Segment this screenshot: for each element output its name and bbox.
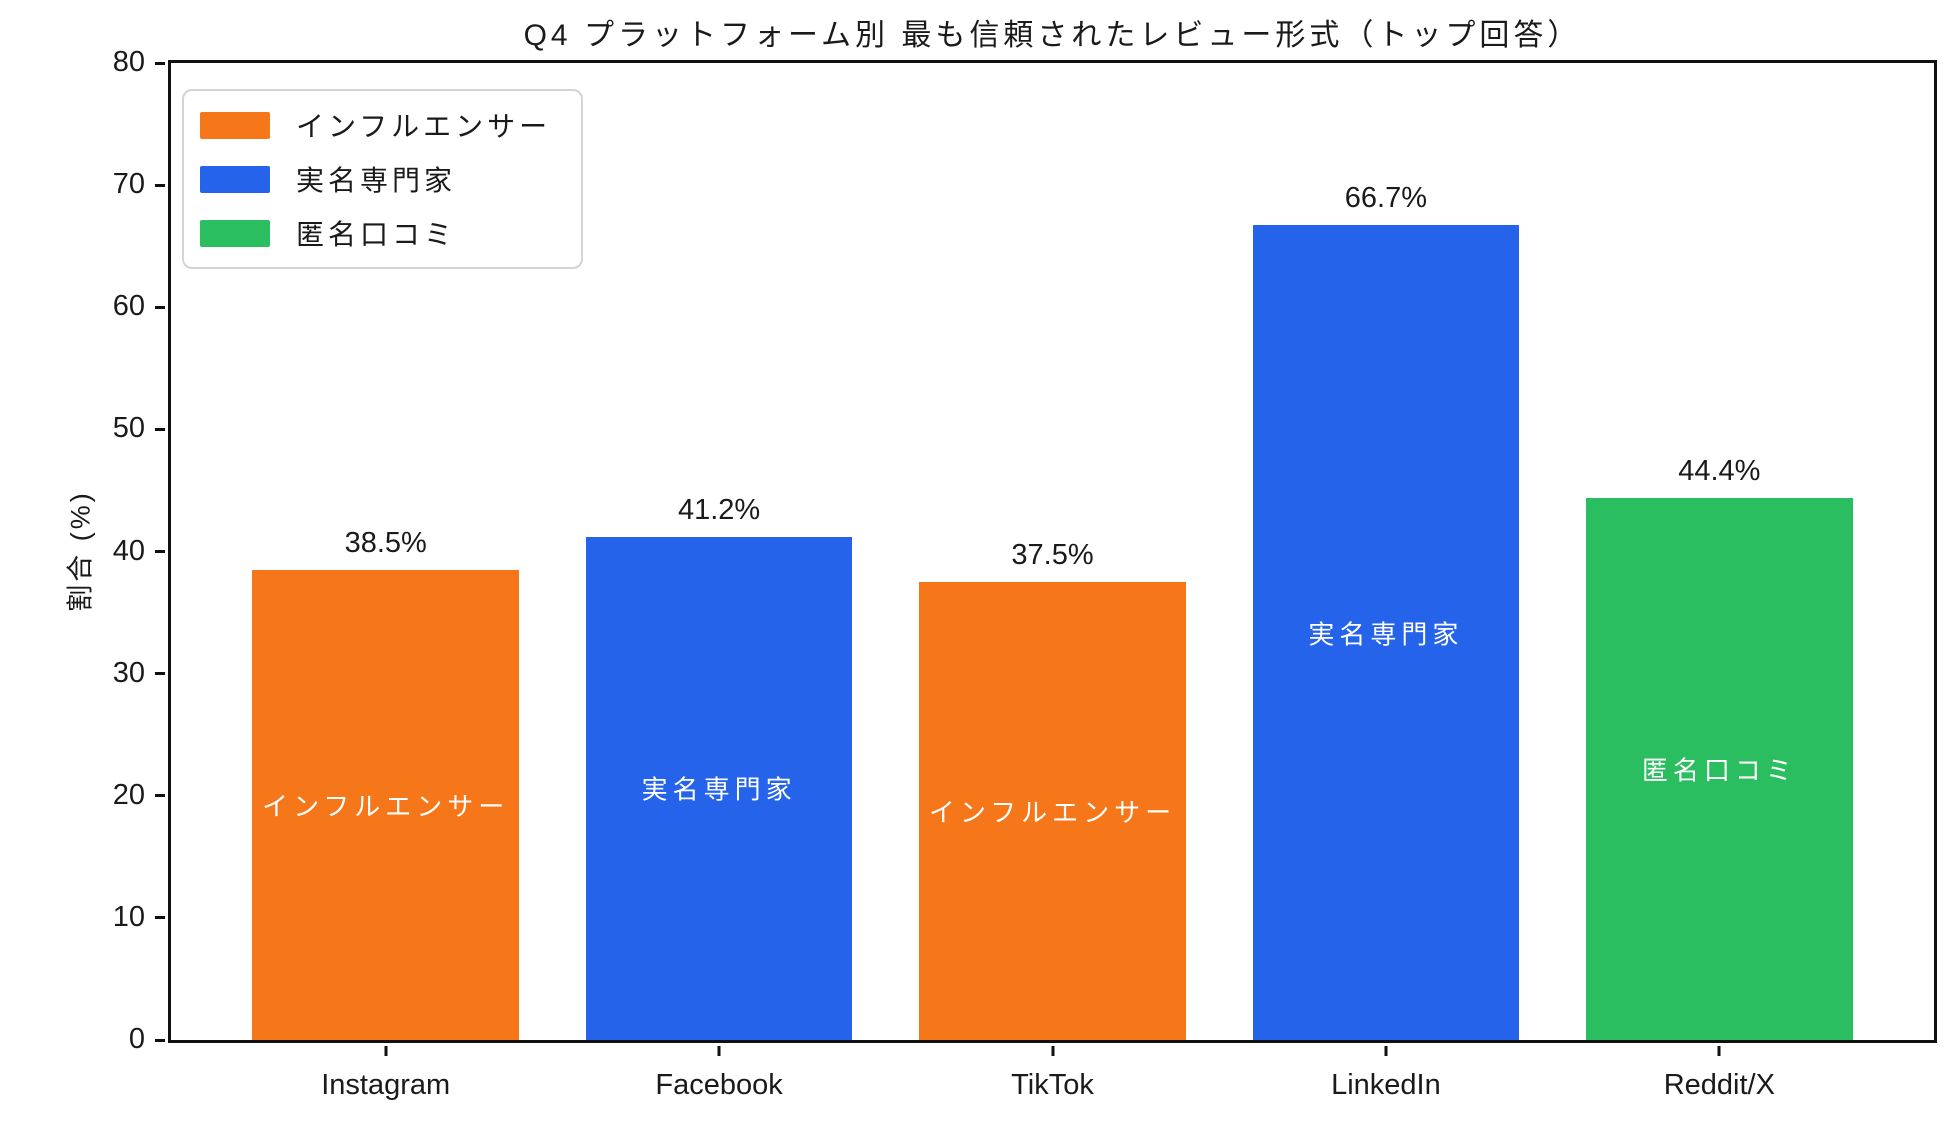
bar-top-answer-label: インフルエンサー [262,791,510,822]
bar-value-label: 44.4% [1678,454,1761,487]
legend: インフルエンサー 実名専門家 匿名口コミ [182,89,584,269]
legend-label: インフルエンサー [296,111,552,142]
bar: 38.5% インフルエンサー [252,527,520,1040]
legend-item: 実名専門家 [200,159,551,199]
y-axis-tick-mark [155,61,165,65]
legend-item: インフルエンサー [200,105,551,145]
legend-item: 匿名口コミ [200,213,551,253]
x-axis-tick-mark [1717,1046,1721,1056]
y-axis-tick-label: 40 [112,534,145,567]
x-axis-tick-label: LinkedIn [1331,1069,1441,1101]
y-axis-label: 割合 (%) [65,490,96,612]
legend-label: 実名専門家 [296,165,457,196]
bar-group: 37.5% インフルエンサー TikTok [886,63,1219,1101]
bar-group: 44.4% 匿名口コミ Reddit/X [1553,63,1886,1101]
y-axis-tick-mark [155,427,165,431]
y-axis-tick-mark [155,794,165,798]
bar-group: 38.5% インフルエンサー Instagram [219,63,552,1101]
bar-value-label: 38.5% [344,526,427,559]
legend-items: インフルエンサー 実名専門家 匿名口コミ [200,105,551,253]
x-axis-tick-mark [1384,1046,1388,1056]
bar: 37.5% インフルエンサー [919,539,1186,1040]
x-axis-tick-mark [717,1046,721,1056]
bar-value-label: 66.7% [1344,182,1428,215]
y-axis-tick-label: 30 [112,656,145,689]
bar-top-answer-label: インフルエンサー [928,797,1177,828]
y-axis-tick-label: 70 [112,167,145,200]
y-axis-tick-label: 20 [112,778,145,811]
y-axis-tick-label: 80 [112,45,145,78]
y-axis-tick-mark [155,183,165,187]
y-axis-tick-mark [155,672,165,676]
bar: 66.7% 実名専門家 [1252,182,1520,1040]
y-axis-tick-label: 50 [112,412,145,445]
bar-value-label: 41.2% [677,493,761,526]
bar: 41.2% 実名専門家 [585,494,853,1040]
y-axis-tick-mark [155,305,165,309]
y-axis-tick-label: 10 [112,900,145,933]
y-axis-tick-mark [155,550,165,553]
bar-top-answer-label: 匿名口コミ [1641,755,1797,786]
bar-value-label: 37.5% [1011,539,1094,572]
x-axis-tick-label: Facebook [655,1069,783,1101]
y-axis-tick-mark [155,1038,165,1042]
x-axis-tick-label: TikTok [1011,1069,1094,1101]
bar: 44.4% 匿名口コミ [1585,455,1853,1040]
bar-group: 66.7% 実名専門家 LinkedIn [1219,63,1552,1101]
legend-label: 匿名口コミ [296,219,457,250]
x-axis-tick-label: Reddit/X [1663,1069,1775,1101]
x-axis-tick-mark [384,1046,388,1056]
x-axis-tick-mark [1051,1046,1055,1056]
y-axis-tick-label: 60 [112,290,145,323]
bar-group: 41.2% 実名専門家 Facebook [552,63,885,1101]
y-axis-tick-label: 0 [128,1022,145,1055]
legend-swatch [200,219,270,247]
bars-container: 38.5% インフルエンサー Instagram 41.2% 実名専門家 Fac… [171,63,1934,1101]
y-axis-ticks: 0 10 20 30 40 50 60 70 80 [113,46,1934,1055]
bar-top-answer-label: 実名専門家 [641,774,797,805]
legend-swatch [200,111,270,139]
plot-area: 0 10 20 30 40 50 60 70 80 38.5% インフルエンサー [113,46,1937,1101]
x-axis-tick-label: Instagram [321,1069,451,1101]
chart-title: Q4 プラットフォーム別 最も信頼されたレビュー形式（トップ回答） [523,19,1582,52]
legend-swatch [200,165,270,193]
bar-top-answer-label: 実名専門家 [1308,619,1464,650]
y-axis-tick-mark [155,916,165,920]
